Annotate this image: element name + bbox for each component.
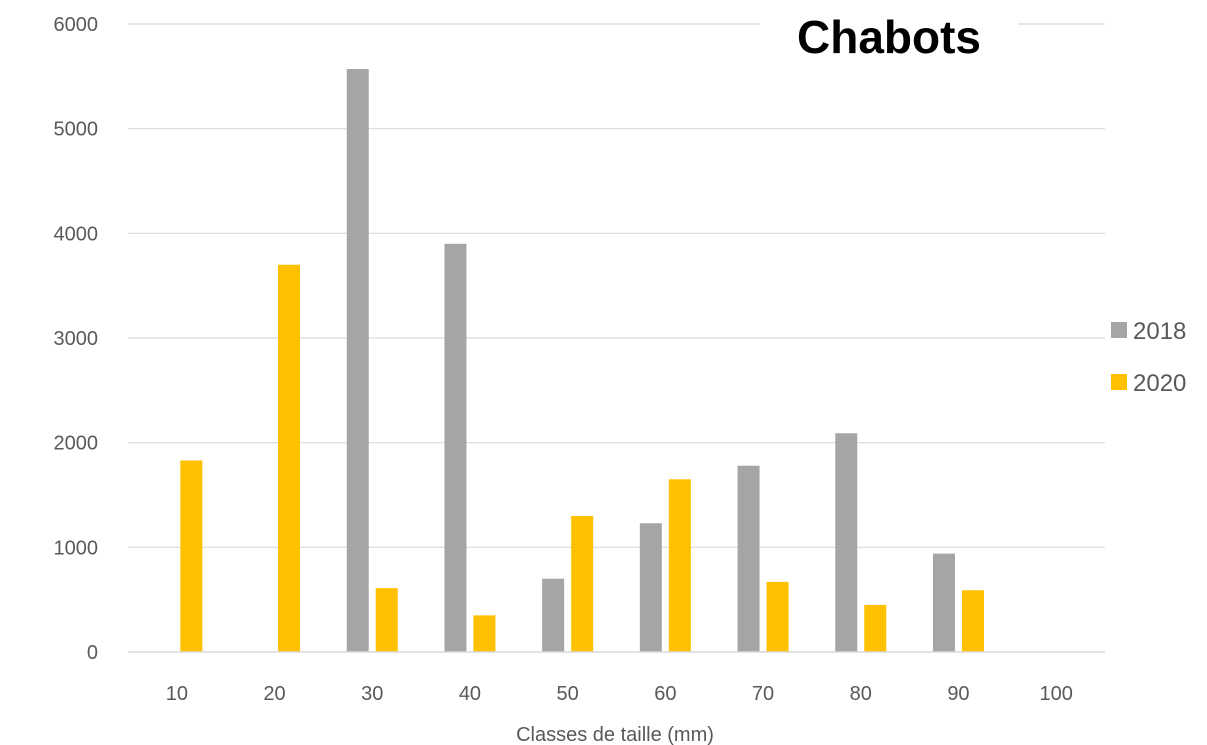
gridlines — [128, 23, 1105, 548]
bar-2018-90 — [932, 553, 955, 652]
y-tick-label: 1000 — [54, 537, 99, 559]
bar-2018-40 — [444, 243, 467, 653]
chart-title: Chabots — [797, 11, 981, 63]
legend-swatch-2020 — [1111, 374, 1127, 390]
chart-title-background — [760, 4, 1018, 64]
bar-2020-40 — [473, 615, 496, 652]
x-tick-label: 40 — [459, 683, 481, 705]
x-tick-label: 50 — [557, 683, 579, 705]
bar-2020-50 — [571, 515, 594, 652]
x-axis-tick-labels: 10 20 30 40 50 60 70 80 90 100 — [166, 683, 1073, 705]
x-tick-label: 30 — [361, 683, 383, 705]
legend-swatch-2018 — [1111, 322, 1127, 338]
x-tick-label: 90 — [947, 683, 969, 705]
y-tick-label: 2000 — [54, 433, 99, 455]
bar-2020-70 — [766, 581, 789, 652]
x-tick-label: 20 — [263, 683, 285, 705]
x-tick-label: 10 — [166, 683, 188, 705]
x-tick-label: 70 — [752, 683, 774, 705]
y-tick-label: 0 — [87, 642, 98, 664]
bar-2018-50 — [542, 578, 565, 652]
x-tick-label: 100 — [1039, 683, 1072, 705]
bar-2020-30 — [375, 588, 398, 652]
bar-2018-80 — [835, 433, 858, 652]
x-tick-label: 80 — [850, 683, 872, 705]
bars — [180, 69, 984, 653]
x-axis-title: Classes de taille (mm) — [516, 724, 714, 745]
legend-label-2020: 2020 — [1133, 370, 1186, 397]
legend-label-2018: 2018 — [1133, 318, 1186, 345]
bar-2018-60 — [639, 523, 662, 652]
bar-2018-70 — [737, 465, 760, 652]
x-tick-label: 60 — [654, 683, 676, 705]
bar-2020-60 — [668, 479, 691, 652]
y-tick-label: 6000 — [54, 14, 99, 36]
bar-2020-80 — [864, 604, 887, 652]
bar-2020-20 — [278, 264, 301, 652]
y-tick-label: 5000 — [54, 119, 99, 141]
y-axis-tick-labels: 0 1000 2000 3000 4000 5000 6000 — [54, 14, 99, 664]
y-tick-label: 3000 — [54, 328, 99, 350]
legend: 2018 2020 — [1111, 318, 1186, 397]
y-tick-label: 4000 — [54, 223, 99, 245]
bar-2020-10 — [180, 460, 203, 652]
bar-2020-90 — [961, 590, 984, 652]
bar-2018-30 — [346, 69, 369, 653]
